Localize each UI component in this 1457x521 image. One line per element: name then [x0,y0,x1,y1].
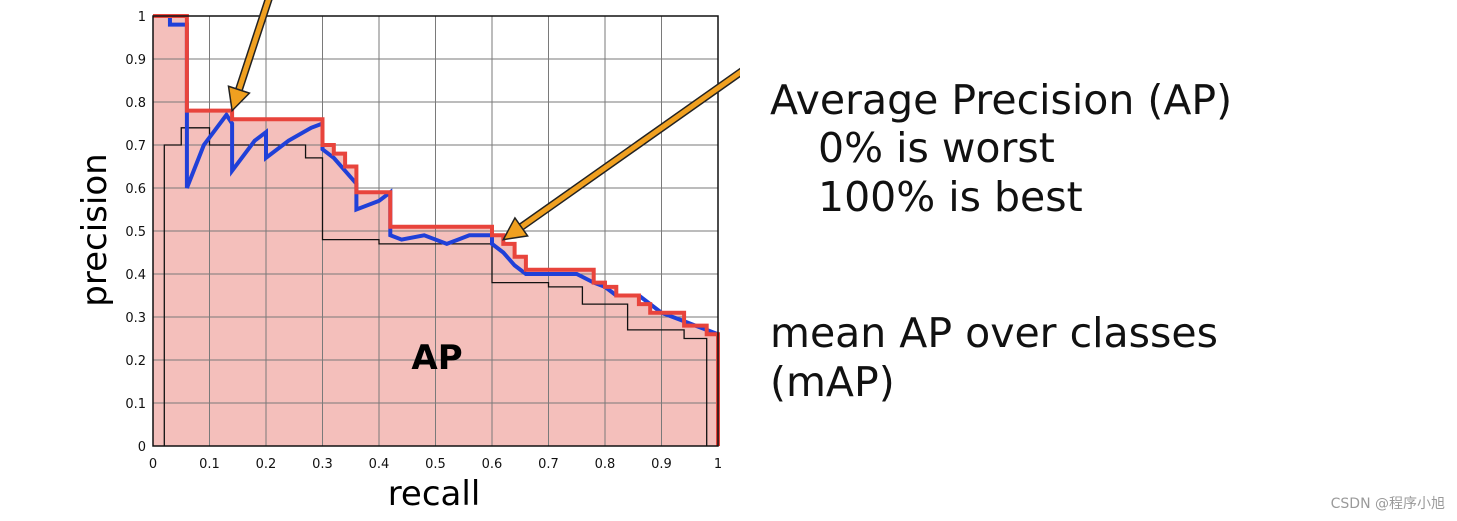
arrow-layer [227,0,740,241]
precision-recall-chart: 0 0.1 0.2 0.3 0.4 0.5 0.6 0.7 0.8 0.9 1 0 0.1 0.2 0.3 0… [75,0,740,514]
x-tick-label: 0.4 [369,457,390,472]
x-tick-label: 0.5 [425,457,446,472]
x-tick-label: 0 [149,457,157,472]
y-tick-label: 1 [138,10,146,25]
series-layer [153,14,720,446]
series-line-2 [163,127,708,446]
ap-heading: Average Precision (AP) [770,76,1233,124]
y-tick-label: 0.3 [125,311,146,326]
y-axis-label: precision [75,153,115,306]
annotation-arrow [519,69,740,229]
map-heading: mean AP over classes [770,309,1218,358]
y-tick-label: 0.2 [125,354,146,369]
x-tick-label: 0.9 [651,457,672,472]
tick-layer: 0 0.1 0.2 0.3 0.4 0.5 0.6 0.7 0.8 0.9 1 0 0.1 0.2 0.3 0… [125,10,722,472]
annotation-arrow-head [501,216,529,241]
x-axis-label: recall [388,474,481,514]
x-tick-label: 0.6 [482,457,503,472]
x-tick-label: 0.2 [256,457,277,472]
x-tick-label: 0.7 [538,457,559,472]
worst-note: 0% is worst [818,124,1055,173]
ap-explanation-panel: Average Precision (AP) 0% is worst 100% … [770,76,1232,406]
ap-area-label: AP [411,338,462,378]
map-abbrev: (mAP) [770,357,895,406]
watermark: CSDN @程序小旭 [1330,496,1445,512]
y-tick-label: 0.4 [125,268,146,283]
y-tick-label: 0.1 [125,397,146,412]
best-note: 100% is best [818,172,1083,221]
x-tick-label: 1 [714,457,722,472]
y-tick-label: 0 [138,440,146,455]
y-tick-label: 0.8 [125,96,146,111]
y-tick-label: 0.7 [125,139,146,154]
annotation-arrow-head [227,85,251,113]
frame-layer [152,15,719,447]
x-tick-label: 0.3 [312,457,333,472]
x-tick-label: 0.1 [199,457,220,472]
plot-frame [152,15,719,447]
series-line-1 [153,14,720,446]
annotation-arrow-outline [518,67,740,231]
annotation-arrow [236,0,271,91]
x-tick-label: 0.8 [595,457,616,472]
y-tick-label: 0.6 [125,182,146,197]
y-tick-label: 0.5 [125,225,146,240]
y-tick-label: 0.9 [125,53,146,68]
